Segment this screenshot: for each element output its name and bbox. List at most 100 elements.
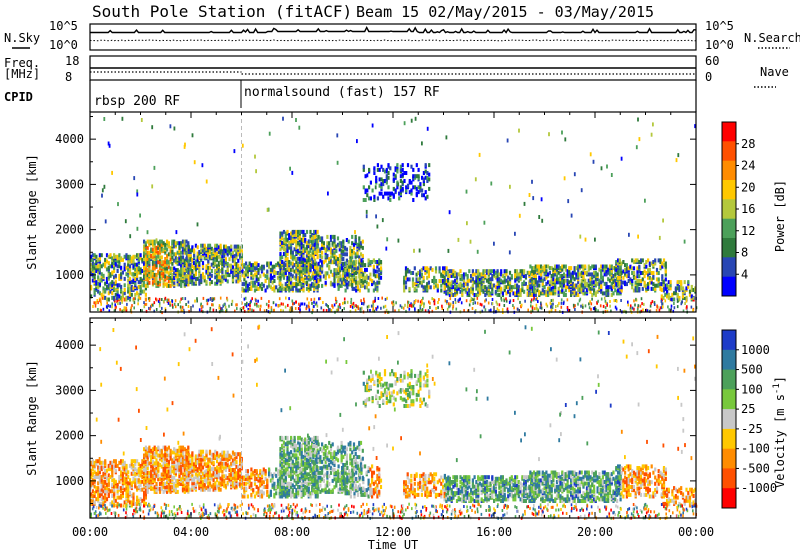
power-cell [208,299,210,302]
power-cell [314,235,316,239]
power-cell [268,304,270,307]
power-cell [109,305,111,308]
power-cell [306,307,308,310]
power-cell [279,297,281,300]
power-cell [360,268,362,272]
power-cell [637,118,639,122]
power-cell [273,279,275,283]
power-cell [295,307,297,310]
power-cell [206,299,208,302]
power-cell [621,285,623,289]
power-cell [458,238,460,242]
power-cell [500,287,502,291]
power-cell [116,297,118,300]
power-cell [254,303,256,306]
power-cell [611,173,613,177]
power-cell [470,300,472,303]
power-cell [165,297,167,300]
power-cell [295,118,297,122]
power-cell [375,185,377,189]
power-cell [271,309,273,312]
power-cell [512,304,514,307]
beam-date-label: Beam 15 02/May/2015 - 03/May/2015 [356,3,654,21]
power-cell [437,284,439,288]
power-cell [213,298,215,301]
power-cell [426,195,428,199]
power-cell [333,235,335,239]
power-cell [580,305,582,308]
power-cell [591,302,593,305]
power-cell [395,174,397,178]
power-cell [104,185,106,189]
power-cell [133,176,135,180]
power-cell [630,304,632,307]
power-cell [154,166,156,170]
power-cell [259,308,261,311]
power-cell [420,305,422,308]
power-cell [446,300,448,303]
power-cell [125,219,127,223]
power-cell [428,173,430,177]
power-cell [389,198,391,202]
power-cell [571,214,573,218]
power-cell [574,172,576,176]
power-cell [633,271,635,275]
power-cell [637,235,639,239]
power-cell [490,182,492,186]
power-cell [518,129,520,133]
power-cell [346,252,348,256]
power-cell [365,198,367,202]
power-cell [147,230,149,234]
power-cell [290,307,292,310]
power-cell [686,300,688,303]
power-cell [417,300,419,303]
power-cell [684,297,686,300]
power-cell [475,177,477,181]
power-cell [533,297,535,300]
power-cell [434,299,436,302]
power-cell [231,303,233,306]
power-cell [404,121,406,125]
power-cell [658,271,660,275]
power-cell [524,202,526,206]
power-cell [499,303,501,306]
power-cell [561,306,563,309]
power-cell [643,303,645,306]
power-cell [325,281,327,285]
power-cell [641,302,643,305]
power-cell [271,306,273,309]
power-cell [535,298,537,301]
power-cell [124,288,126,292]
power-cell [564,137,566,141]
power-cell [339,258,341,262]
power-cell [309,308,311,311]
power-cell [374,300,376,303]
power-cell [397,182,399,186]
power-cell [644,199,646,203]
power-cell [558,302,560,305]
power-cell [315,303,317,306]
power-cell [440,289,442,293]
power-cell [344,301,346,304]
power-cell [398,239,400,243]
power-cell [527,309,529,312]
power-cell [130,307,132,310]
power-cell [652,122,654,126]
power-cell [652,300,654,303]
power-cell [316,244,318,248]
power-cell [260,305,262,308]
power-cell [363,298,365,301]
power-cell [134,301,136,304]
power-cell [584,265,586,269]
power-cell [156,308,158,311]
power-cell [641,297,643,300]
power-cell [561,298,563,301]
power-cell [600,304,602,307]
power-cell [431,297,433,300]
power-cell [192,133,194,137]
power-cell [638,265,640,269]
power-cell [185,297,187,300]
power-cell [501,299,503,302]
power-cell [378,297,380,300]
power-cell [355,304,357,307]
